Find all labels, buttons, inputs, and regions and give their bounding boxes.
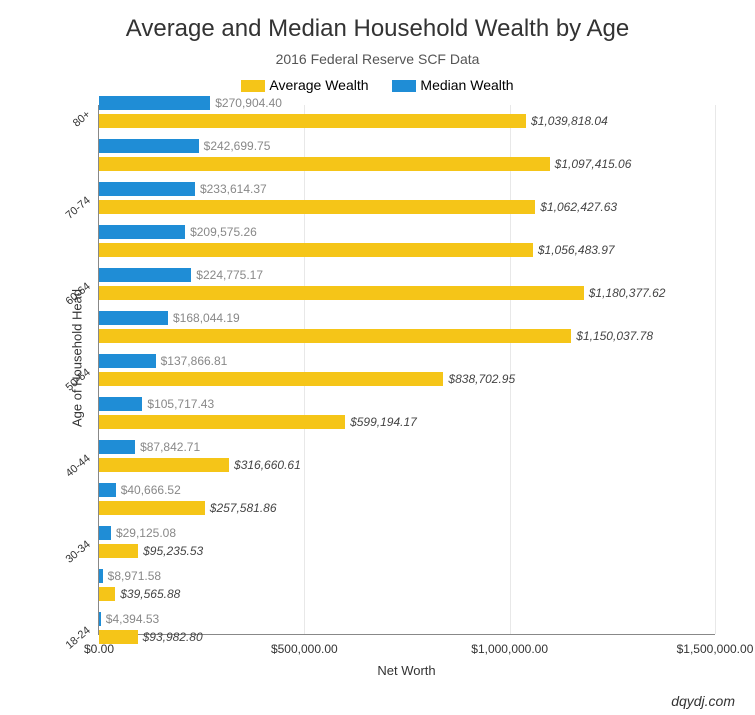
average-bar	[99, 415, 345, 429]
average-bar-label: $95,235.53	[143, 544, 203, 558]
median-bar	[99, 225, 185, 239]
average-bar	[99, 587, 115, 601]
average-bar-label: $599,194.17	[350, 415, 417, 429]
median-bar	[99, 182, 195, 196]
average-bar	[99, 286, 584, 300]
legend-swatch-med	[392, 80, 416, 92]
average-bar-label: $1,097,415.06	[555, 157, 632, 171]
x-axis-label: Net Worth	[98, 663, 715, 678]
average-bar	[99, 372, 443, 386]
average-bar-label: $1,062,427.63	[540, 200, 617, 214]
y-tick-label: 40-44	[64, 452, 93, 479]
age-row: $233,614.37 $1,062,427.63	[99, 182, 715, 214]
median-bar-label: $8,971.58	[108, 569, 161, 583]
average-bar-label: $1,039,818.04	[531, 114, 608, 128]
average-bar	[99, 458, 229, 472]
average-bar	[99, 329, 571, 343]
median-bar	[99, 483, 116, 497]
median-bar	[99, 268, 191, 282]
average-bar	[99, 200, 535, 214]
average-bar	[99, 544, 138, 558]
median-bar-label: $168,044.19	[173, 311, 240, 325]
average-bar-label: $838,702.95	[448, 372, 515, 386]
age-row: $270,904.40 $1,039,818.04	[99, 96, 715, 128]
age-row: $8,971.58 $39,565.88	[99, 569, 715, 601]
age-row: $242,699.75 $1,097,415.06	[99, 139, 715, 171]
age-row: $105,717.43 $599,194.17	[99, 397, 715, 429]
y-tick-label: 30-34	[64, 538, 93, 565]
average-bar	[99, 630, 138, 644]
median-bar	[99, 139, 199, 153]
y-tick-label: 70-74	[64, 194, 93, 221]
median-bar-label: $4,394.53	[106, 612, 159, 626]
y-tick-label: 80+	[71, 108, 93, 129]
average-bar-label: $316,660.61	[234, 458, 301, 472]
median-bar	[99, 311, 168, 325]
average-bar	[99, 157, 550, 171]
median-bar-label: $105,717.43	[147, 397, 214, 411]
legend: Average Wealth Median Wealth	[20, 77, 735, 93]
average-bar-label: $39,565.88	[120, 587, 180, 601]
legend-swatch-avg	[241, 80, 265, 92]
average-bar-label: $257,581.86	[210, 501, 277, 515]
average-bar	[99, 501, 205, 515]
chart-subtitle: 2016 Federal Reserve SCF Data	[20, 51, 735, 67]
x-tick-label: $1,500,000.00	[677, 642, 754, 656]
median-bar-label: $270,904.40	[215, 96, 282, 110]
age-row: $209,575.26 $1,056,483.97	[99, 225, 715, 257]
average-bar	[99, 243, 533, 257]
average-bar-label: $1,150,037.78	[576, 329, 653, 343]
age-row: $40,666.52 $257,581.86	[99, 483, 715, 515]
median-bar	[99, 569, 103, 583]
median-bar	[99, 440, 135, 454]
median-bar-label: $209,575.26	[190, 225, 257, 239]
age-row: $29,125.08 $95,235.53	[99, 526, 715, 558]
legend-item-avg: Average Wealth	[241, 77, 368, 93]
median-bar-label: $242,699.75	[204, 139, 271, 153]
age-row: $137,866.81 $838,702.95	[99, 354, 715, 386]
legend-item-med: Median Wealth	[392, 77, 513, 93]
median-bar-label: $137,866.81	[161, 354, 228, 368]
median-bar	[99, 354, 156, 368]
median-bar-label: $224,775.17	[196, 268, 263, 282]
median-bar-label: $87,842.71	[140, 440, 200, 454]
median-bar	[99, 612, 101, 626]
legend-label-med: Median Wealth	[420, 77, 513, 93]
legend-label-avg: Average Wealth	[269, 77, 368, 93]
median-bar	[99, 96, 210, 110]
age-row: $4,394.53 $93,982.80	[99, 612, 715, 644]
x-tick-label: $500,000.00	[271, 642, 338, 656]
average-bar-label: $1,180,377.62	[589, 286, 666, 300]
median-bar-label: $233,614.37	[200, 182, 267, 196]
median-bar	[99, 397, 142, 411]
median-bar-label: $29,125.08	[116, 526, 176, 540]
age-row: $168,044.19 $1,150,037.78	[99, 311, 715, 343]
median-bar-label: $40,666.52	[121, 483, 181, 497]
average-bar	[99, 114, 526, 128]
average-bar-label: $1,056,483.97	[538, 243, 615, 257]
median-bar	[99, 526, 111, 540]
age-row: $224,775.17 $1,180,377.62	[99, 268, 715, 300]
plot-area: $0.00$500,000.00$1,000,000.00$1,500,000.…	[98, 105, 715, 635]
x-tick-label: $0.00	[84, 642, 114, 656]
x-tick-label: $1,000,000.00	[471, 642, 548, 656]
age-row: $87,842.71 $316,660.61	[99, 440, 715, 472]
chart-title: Average and Median Household Wealth by A…	[20, 15, 735, 43]
y-axis-label: Age of Household Head	[70, 288, 85, 426]
average-bar-label: $93,982.80	[143, 630, 203, 644]
credit: dqydj.com	[671, 693, 735, 709]
grid-line	[715, 105, 716, 634]
chart-container: Average and Median Household Wealth by A…	[0, 0, 755, 715]
